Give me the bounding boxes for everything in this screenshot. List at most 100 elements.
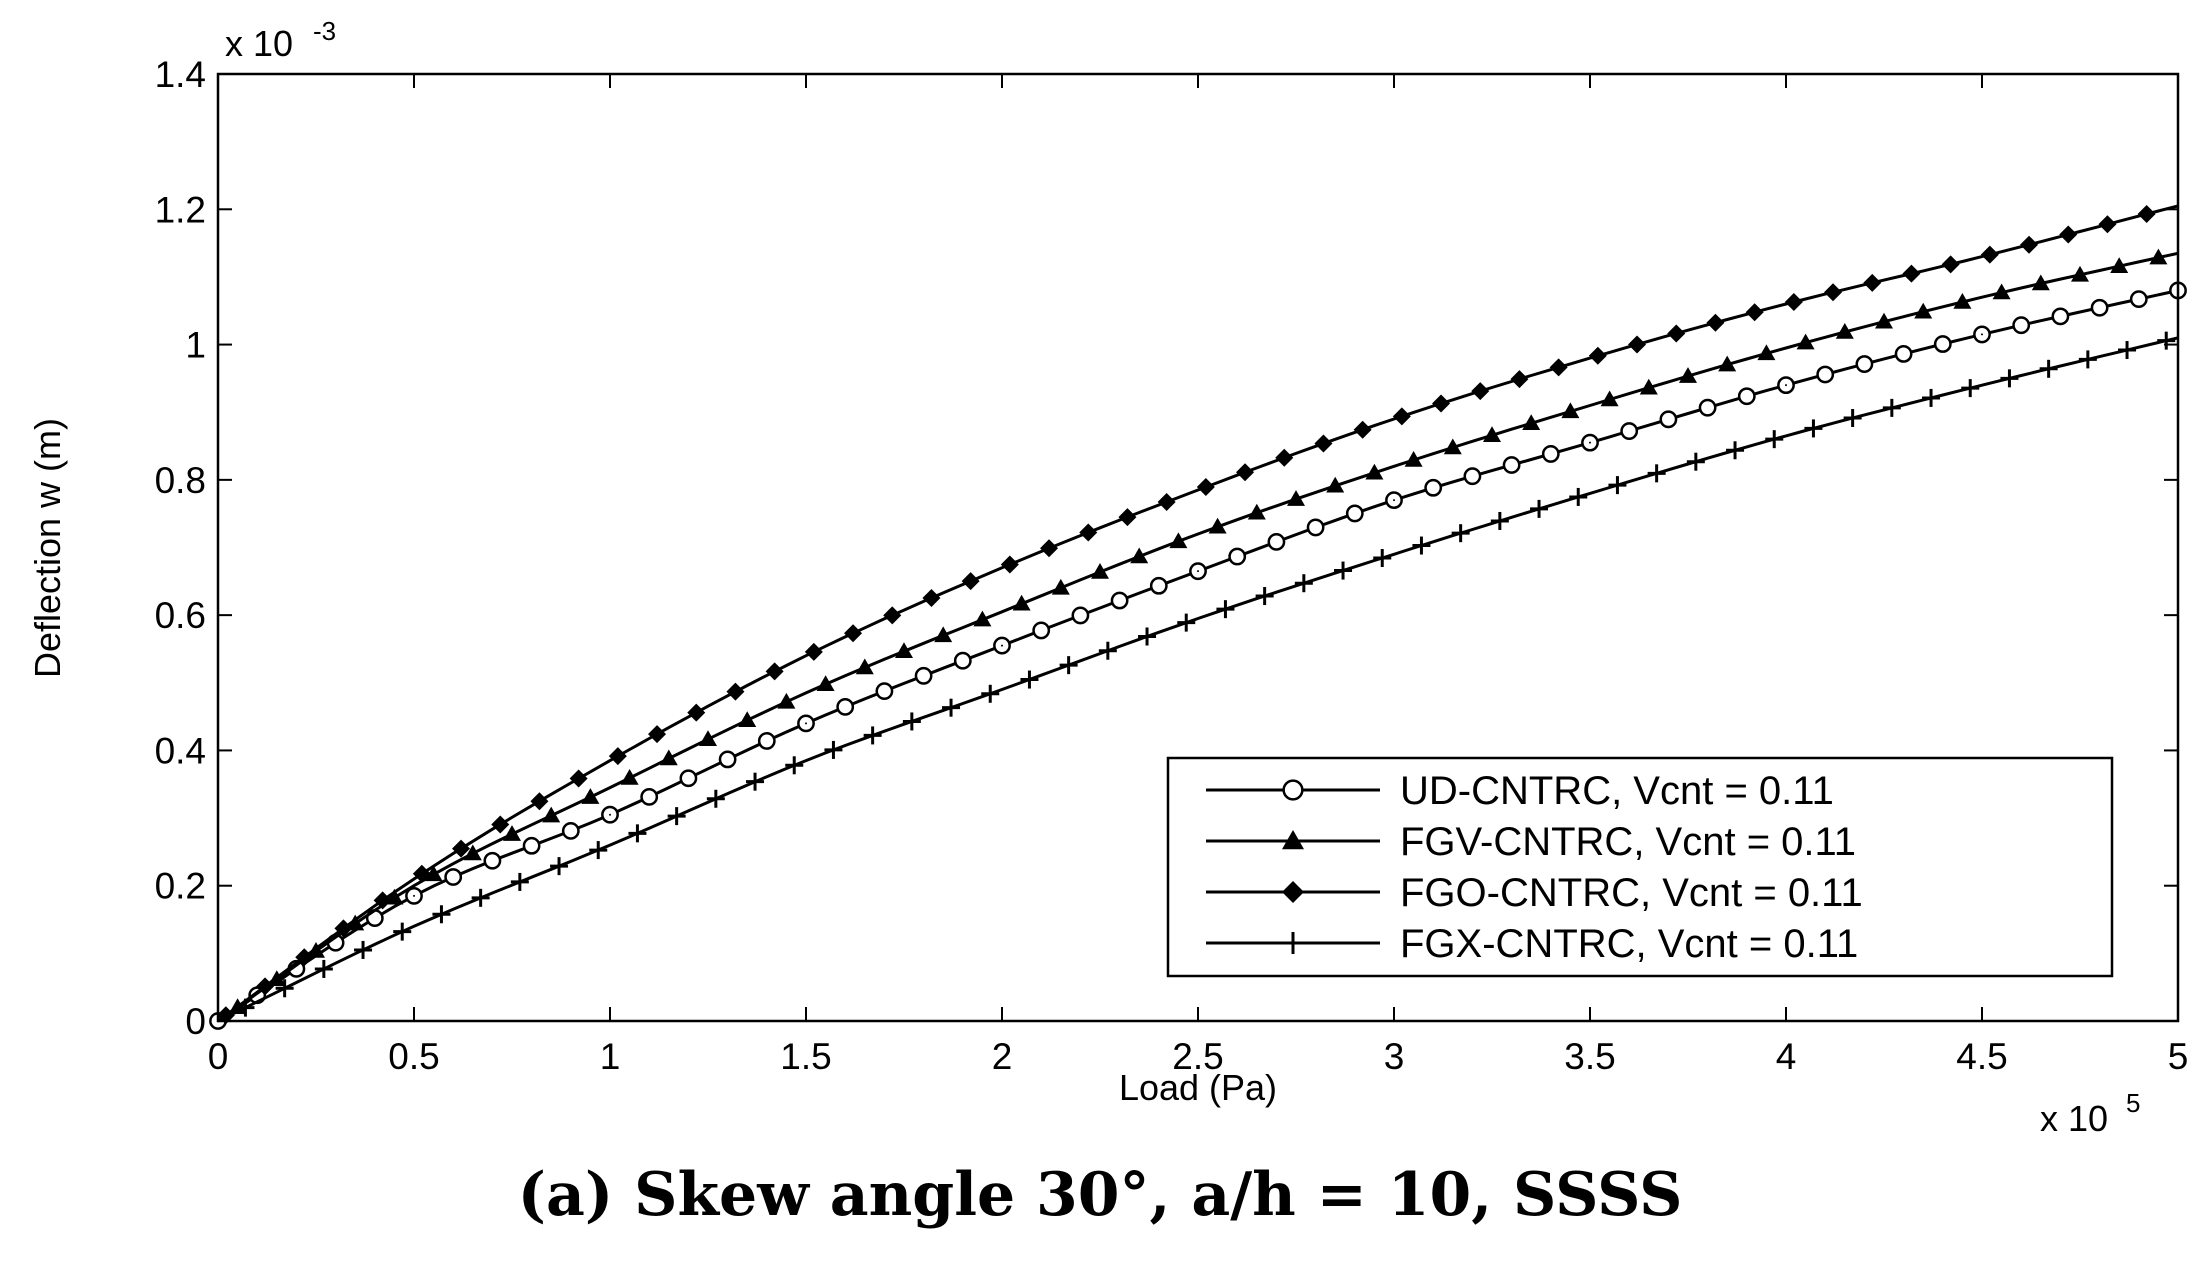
data-point-marker	[1071, 606, 1090, 625]
data-point-marker	[295, 948, 314, 967]
series-diamond	[216, 204, 2179, 1025]
data-point	[1393, 465, 1395, 468]
x-multiplier-label: x 10	[2040, 1098, 2108, 1139]
data-point-marker	[1020, 670, 1039, 689]
data-point-marker	[1228, 547, 1247, 566]
data-point-marker	[1784, 292, 1803, 311]
data-point	[1197, 532, 1199, 535]
data-point-marker	[620, 768, 639, 785]
data-point-marker	[973, 610, 992, 627]
data-point-marker	[424, 865, 443, 882]
data-point-marker	[569, 769, 588, 788]
data-point	[805, 691, 807, 694]
data-point	[1001, 688, 1003, 691]
data-point-marker	[412, 864, 431, 883]
data-point-marker	[1737, 387, 1756, 406]
data-point-marker	[1294, 574, 1313, 593]
data-point-marker	[1118, 508, 1137, 527]
data-point-marker	[1600, 390, 1619, 407]
data-point-marker	[1941, 255, 1960, 274]
data-point-marker	[667, 807, 686, 826]
data-point-marker	[1608, 476, 1627, 495]
data-point-marker	[2118, 341, 2137, 360]
data-point-marker	[275, 979, 294, 998]
data-point-marker	[1079, 523, 1098, 542]
x-tick-label: 1	[600, 1036, 621, 1077]
data-point-marker	[1549, 358, 1568, 377]
data-point-marker	[1882, 398, 1901, 417]
data-point	[1001, 566, 1003, 569]
legend-label: FGO-CNTRC, Vcnt = 0.11	[1400, 871, 1863, 915]
data-point-marker	[1040, 539, 1059, 558]
data-point-marker	[757, 732, 776, 750]
data-point-marker	[373, 891, 392, 910]
data-point-marker	[706, 789, 725, 808]
y-multiplier-exponent: -3	[313, 16, 336, 46]
data-point-marker	[1561, 402, 1580, 419]
data-point-marker	[1510, 370, 1529, 389]
y-tick-label: 0	[185, 1001, 206, 1042]
data-point-marker	[1247, 503, 1266, 520]
data-point-marker	[491, 815, 510, 834]
data-point	[609, 786, 611, 789]
x-tick-label: 2	[992, 1036, 1013, 1077]
data-point-marker	[354, 940, 373, 959]
data-point-marker	[1149, 576, 1168, 595]
data-point-marker	[942, 698, 961, 717]
data-point-marker	[2078, 350, 2097, 369]
data-point-marker	[393, 922, 412, 941]
data-point-marker	[1718, 355, 1737, 372]
x-tick-label: 0.5	[388, 1036, 439, 1077]
data-point-marker	[679, 769, 698, 788]
data-point-marker	[1765, 430, 1784, 449]
data-point-marker	[2051, 307, 2070, 326]
x-axis-title: Load (Pa)	[1119, 1067, 1277, 1108]
data-point-marker	[2137, 205, 2156, 224]
data-point	[1197, 570, 1199, 573]
data-point-marker	[314, 959, 333, 978]
data-point-marker	[483, 851, 502, 870]
data-point-marker	[1659, 410, 1678, 429]
data-point-marker	[1816, 365, 1835, 384]
x-tick-label: 1.5	[780, 1036, 831, 1077]
legend-box	[1166, 756, 2114, 978]
data-point-marker	[1667, 324, 1686, 343]
data-point-marker	[902, 712, 921, 731]
data-point-marker	[1620, 422, 1639, 440]
data-point-marker	[1059, 656, 1078, 675]
data-point-marker	[659, 749, 678, 766]
legend-label: UD-CNTRC, Vcnt = 0.11	[1400, 769, 1834, 813]
data-point	[805, 722, 807, 725]
data-point-marker	[1726, 441, 1745, 460]
data-point-marker	[256, 977, 275, 996]
data-point-marker	[718, 750, 737, 769]
data-point-marker	[1373, 549, 1392, 568]
data-point-marker	[1012, 594, 1031, 611]
data-point-marker	[1980, 245, 1999, 264]
deflection-load-chart: 0 0.5 1 1.5 2 2.5 3 3.5 4 4.5 5 0 0.2 0.4 0.6 0.8 1 1.2 1.…	[27, 16, 2188, 1139]
data-point-marker	[1306, 518, 1325, 537]
data-point-marker	[2012, 316, 2031, 335]
data-point-marker	[1483, 426, 1501, 443]
data-point-marker	[471, 888, 490, 907]
data-point	[1589, 357, 1591, 360]
data-point-marker	[2157, 331, 2176, 350]
data-point-marker	[1236, 463, 1255, 482]
x-tick-label: 4.5	[1956, 1036, 2007, 1077]
data-point	[1589, 404, 1591, 407]
data-point-marker	[432, 905, 451, 924]
data-point-marker	[1208, 517, 1227, 534]
data-point-marker	[746, 772, 765, 791]
legend-item: FGO-CNTRC, Vcnt = 0.11	[1206, 871, 1863, 915]
data-point-marker	[1314, 434, 1333, 453]
y-tick-label: 0.6	[155, 595, 206, 636]
data-point	[1393, 499, 1395, 502]
data-point	[609, 813, 611, 816]
data-point-marker	[1502, 456, 1521, 474]
data-point	[1981, 296, 1983, 299]
data-point-marker	[1255, 587, 1274, 606]
x-tick-label: 2.5	[1172, 1036, 1223, 1077]
data-point-marker	[1463, 467, 1482, 486]
data-point-marker	[1835, 323, 1854, 339]
data-point-marker	[1000, 555, 1019, 574]
